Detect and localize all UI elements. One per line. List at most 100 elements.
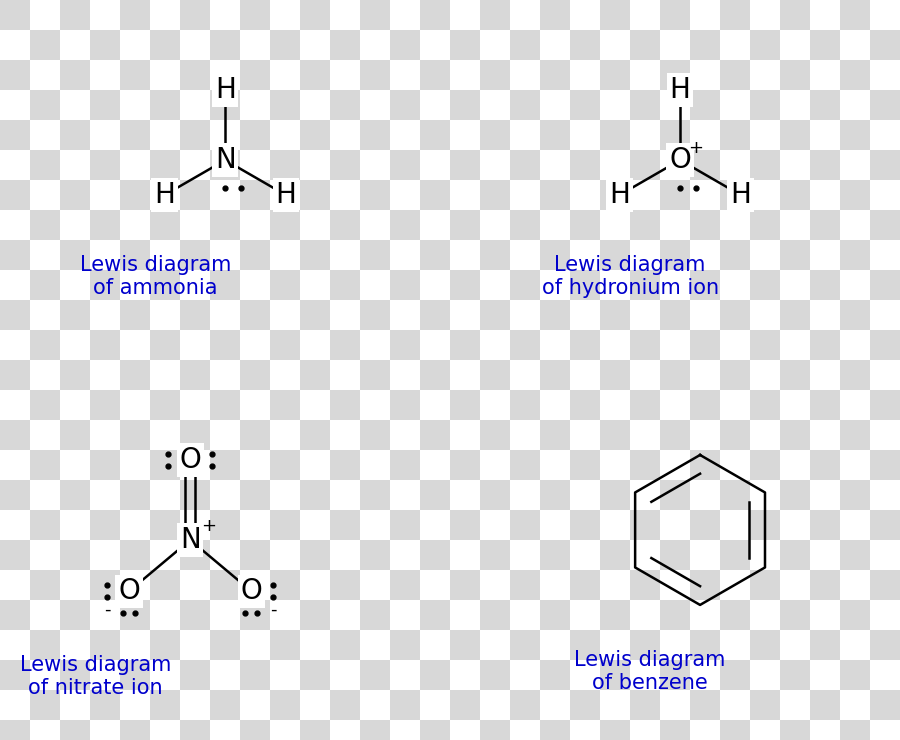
Bar — [330, 450, 360, 480]
Bar — [840, 60, 870, 90]
Bar — [870, 210, 900, 240]
Bar — [121, 0, 150, 30]
Bar — [0, 600, 31, 630]
Bar — [660, 480, 690, 510]
Bar — [391, 690, 420, 720]
Bar — [391, 210, 420, 240]
Bar — [510, 510, 540, 540]
Bar — [570, 90, 600, 120]
Bar — [840, 180, 870, 210]
Bar — [360, 600, 391, 630]
Bar — [391, 30, 420, 60]
Bar — [840, 660, 870, 690]
Bar — [720, 660, 750, 690]
Bar — [240, 180, 270, 210]
Bar — [330, 510, 360, 540]
Bar — [600, 0, 630, 30]
Bar — [540, 60, 570, 90]
Bar — [600, 660, 630, 690]
Bar — [391, 390, 420, 420]
Bar — [330, 90, 360, 120]
Text: O: O — [179, 446, 201, 474]
Bar — [330, 570, 360, 600]
Bar — [870, 510, 900, 540]
Bar — [810, 450, 840, 480]
Bar — [301, 300, 330, 330]
Bar — [690, 450, 720, 480]
Bar — [330, 30, 360, 60]
Text: H: H — [154, 181, 176, 209]
Bar — [510, 690, 540, 720]
Bar — [301, 0, 330, 30]
Bar — [60, 300, 90, 330]
Bar — [360, 480, 391, 510]
Bar — [840, 240, 870, 270]
Bar — [750, 570, 780, 600]
Bar — [90, 150, 121, 180]
Bar — [480, 660, 510, 690]
Bar — [240, 120, 270, 150]
Bar — [870, 270, 900, 300]
Text: H: H — [215, 76, 236, 104]
Bar — [301, 420, 330, 450]
Bar — [31, 270, 60, 300]
Bar — [360, 540, 391, 570]
Bar — [0, 60, 31, 90]
Bar — [840, 360, 870, 390]
Bar — [90, 90, 121, 120]
Text: Lewis diagram
of ammonia: Lewis diagram of ammonia — [79, 255, 231, 298]
Bar — [720, 0, 750, 30]
Bar — [420, 240, 450, 270]
Bar — [630, 330, 660, 360]
Bar — [750, 210, 780, 240]
Bar — [211, 150, 240, 180]
Bar — [450, 630, 480, 660]
Bar — [720, 720, 750, 740]
Bar — [780, 360, 810, 390]
Bar — [270, 210, 301, 240]
Bar — [240, 480, 270, 510]
Text: -: - — [270, 600, 276, 619]
Text: Lewis diagram
of nitrate ion: Lewis diagram of nitrate ion — [20, 655, 171, 698]
Bar — [60, 360, 90, 390]
Bar — [780, 660, 810, 690]
Bar — [270, 270, 301, 300]
Bar — [630, 570, 660, 600]
Bar — [630, 510, 660, 540]
Bar — [780, 480, 810, 510]
Bar — [660, 240, 690, 270]
Bar — [270, 390, 301, 420]
Bar — [690, 270, 720, 300]
Bar — [240, 360, 270, 390]
Bar — [240, 0, 270, 30]
Text: H: H — [609, 181, 630, 209]
Bar — [540, 120, 570, 150]
Bar — [121, 240, 150, 270]
Bar — [180, 480, 211, 510]
Bar — [0, 420, 31, 450]
Text: O: O — [118, 577, 140, 605]
Bar — [450, 450, 480, 480]
Bar — [0, 300, 31, 330]
Bar — [480, 720, 510, 740]
Bar — [150, 570, 180, 600]
Bar — [211, 570, 240, 600]
Bar — [420, 360, 450, 390]
Bar — [510, 330, 540, 360]
Bar — [180, 240, 211, 270]
Text: Lewis diagram
of benzene: Lewis diagram of benzene — [574, 650, 725, 693]
Bar — [360, 300, 391, 330]
Bar — [270, 690, 301, 720]
Bar — [810, 330, 840, 360]
Bar — [510, 270, 540, 300]
Bar — [510, 570, 540, 600]
Bar — [660, 360, 690, 390]
Bar — [570, 270, 600, 300]
Bar — [31, 330, 60, 360]
Bar — [301, 540, 330, 570]
Bar — [360, 720, 391, 740]
Bar — [60, 120, 90, 150]
Bar — [780, 60, 810, 90]
Bar — [0, 240, 31, 270]
Bar — [660, 120, 690, 150]
